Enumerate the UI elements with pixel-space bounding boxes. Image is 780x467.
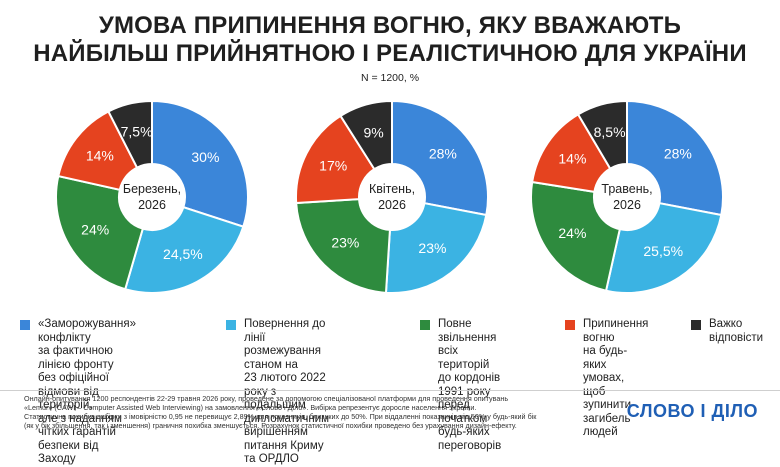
slice-value-label: 28% bbox=[429, 146, 457, 162]
slice-value-label: 14% bbox=[558, 151, 586, 167]
legend-swatch bbox=[420, 320, 430, 330]
legend-swatch bbox=[691, 320, 701, 330]
donut-svg-april: 28% 23% 23% 17% 9% bbox=[295, 99, 489, 294]
slice-value-label: 28% bbox=[664, 146, 692, 162]
center-label-year: 2026 bbox=[613, 198, 641, 212]
slice-value-label: 23% bbox=[418, 240, 446, 256]
legend-label-line: 23 лютого 2022 року з подальшим bbox=[244, 372, 326, 411]
slice-value-label: 17% bbox=[319, 158, 347, 174]
slice-value-label: 30% bbox=[191, 149, 219, 165]
legend-label-line: початком будь-яких bbox=[438, 412, 490, 439]
center-label-may: Травень, 2026 bbox=[529, 181, 725, 213]
donut-slice bbox=[151, 99, 249, 228]
title-line-2: НАЙБІЛЬШ ПРИЙНЯТНОЮ І РЕАЛІСТИЧНОЮ ДЛЯ У… bbox=[33, 40, 747, 67]
legend-label-line: Повне звільнення всіх bbox=[438, 318, 497, 357]
legend-swatch bbox=[565, 320, 575, 330]
donut-svg-may: 28% 25,5% 24% 14% 8,5% bbox=[530, 99, 724, 294]
chart-title: УМОВА ПРИПИНЕННЯ ВОГНЮ, ЯКУ ВВАЖАЮТЬ НАЙ… bbox=[0, 12, 780, 68]
center-label-march: Березень, 2026 bbox=[54, 181, 250, 213]
legend-label: Повернення до лінії розмежування станом … bbox=[244, 318, 329, 467]
legend: «Заморожування» конфлікту за фактичною л… bbox=[0, 318, 780, 465]
donut-hole bbox=[594, 164, 660, 230]
legend-label-line: Важко bbox=[709, 318, 743, 330]
methodology-line: (як у бік збільшення, так і зменшення) г… bbox=[24, 421, 517, 430]
footer-divider bbox=[0, 390, 780, 391]
legend-label-line: за фактичною лінією фронту bbox=[38, 345, 114, 371]
donut-hole bbox=[359, 164, 425, 230]
donut-chart-march: 30% 24,5% 24% 14% 7,5% Березень, 2026 bbox=[54, 99, 250, 295]
legend-label: Припинення вогню на будь-яких умовах, що… bbox=[583, 318, 648, 440]
center-label-month: Квітень, bbox=[368, 182, 416, 196]
legend-swatch bbox=[226, 320, 236, 330]
slice-value-label: 24,5% bbox=[163, 246, 203, 262]
donut-chart-may: 28% 25,5% 24% 14% 8,5% Травень, 2026 bbox=[529, 99, 725, 295]
legend-label-line: Припинення вогню bbox=[583, 318, 649, 344]
donut-chart-april: 28% 23% 23% 17% 9% Квітень, 2026 bbox=[294, 99, 490, 295]
slice-value-label: 8,5% bbox=[594, 124, 626, 140]
center-label-april: Квітень, 2026 bbox=[294, 181, 490, 213]
legend-label-line: відповісти bbox=[709, 331, 764, 344]
methodology-line: Статистична похибка вибірки з імовірніст… bbox=[24, 412, 537, 421]
title-line-1: УМОВА ПРИПИНЕННЯ ВОГНЮ, ЯКУ ВВАЖАЮТЬ bbox=[98, 12, 682, 39]
methodology-note: Онлайн-опитування 1200 респондентів 22-2… bbox=[24, 394, 564, 430]
legend-label-line: розмежування станом на bbox=[244, 345, 321, 371]
legend-label: Важко відповісти bbox=[709, 318, 763, 345]
sample-size-note: N = 1200, % bbox=[360, 72, 420, 84]
methodology-line: Онлайн-опитування 1200 респондентів 22-2… bbox=[24, 394, 509, 403]
legend-label-line: 1991 року перед bbox=[438, 385, 491, 412]
donut-svg-march: 30% 24,5% 24% 14% 7,5% bbox=[55, 99, 249, 294]
methodology-line: «Lemur» (CAWI – Computer Assisted Web In… bbox=[24, 403, 477, 412]
legend-swatch bbox=[20, 320, 30, 330]
slice-value-label: 14% bbox=[86, 147, 114, 163]
legend-label-line: щоб зупинити bbox=[583, 385, 632, 412]
slice-value-label: 24% bbox=[81, 221, 109, 237]
legend-label-line: без офіційної відмови від територій, bbox=[38, 372, 109, 411]
donut-hole bbox=[119, 164, 185, 230]
legend-label-line: безпеки від Заходу bbox=[38, 439, 99, 466]
legend-label-line: дипломатичним вирішенням bbox=[244, 412, 330, 439]
legend-label-line: питання Криму та ОРДЛО bbox=[244, 439, 324, 466]
legend-label: Повне звільнення всіх територій до кордо… bbox=[438, 318, 501, 453]
slice-value-label: 25,5% bbox=[643, 243, 683, 259]
donut-slice bbox=[123, 205, 245, 294]
center-label-month: Травень, bbox=[601, 182, 653, 196]
slice-value-label: 23% bbox=[331, 234, 359, 250]
brand-logo: СЛОВО І ДІЛО bbox=[626, 401, 758, 421]
legend-label-line: територій до кордонів bbox=[438, 358, 501, 385]
legend-label-line: «Заморожування» конфлікту bbox=[38, 318, 136, 344]
slice-value-label: 7,5% bbox=[121, 124, 153, 140]
legend-label-line: на будь-яких умовах, bbox=[583, 345, 628, 384]
legend-label-line: переговорів bbox=[438, 439, 502, 452]
slice-value-label: 24% bbox=[558, 225, 586, 241]
center-label-year: 2026 bbox=[138, 198, 166, 212]
legend-label-line: загибель людей bbox=[583, 412, 631, 439]
legend-label: «Заморожування» конфлікту за фактичною л… bbox=[38, 318, 136, 467]
center-label-month: Березень, bbox=[122, 182, 182, 196]
center-label-year: 2026 bbox=[378, 198, 406, 212]
slice-value-label: 9% bbox=[363, 124, 383, 140]
legend-label-line: Повернення до лінії bbox=[244, 318, 326, 344]
legend-label-line: але з наданням чітких гарантій bbox=[38, 412, 122, 439]
